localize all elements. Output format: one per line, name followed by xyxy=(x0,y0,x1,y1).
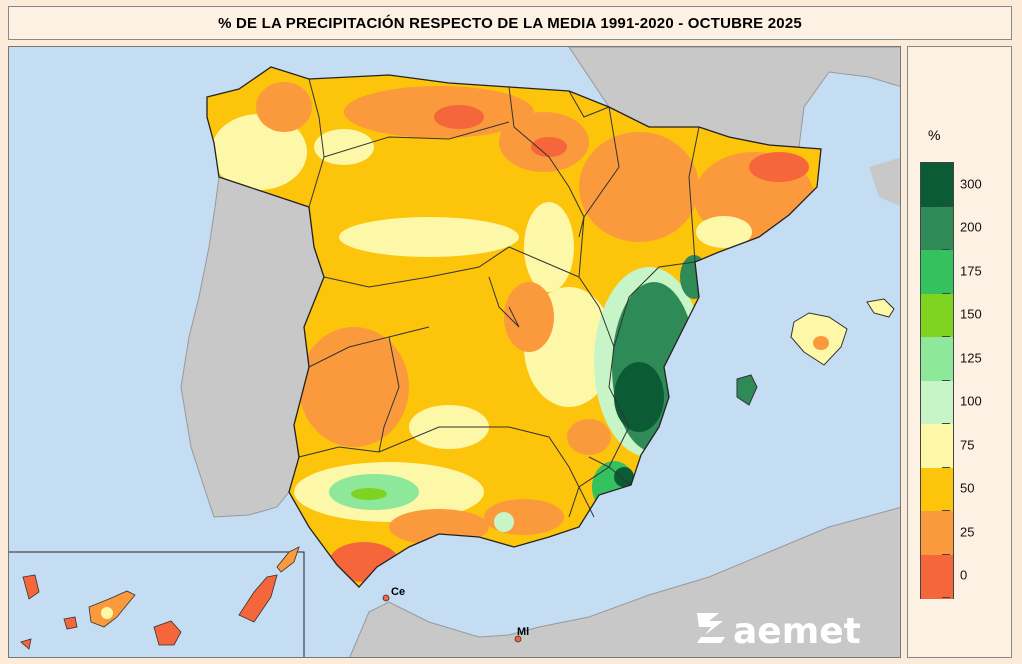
legend-label: 125 xyxy=(960,350,982,366)
legend-label: 200 xyxy=(960,219,982,235)
legend-swatch xyxy=(921,424,953,468)
zone-extremadura xyxy=(299,327,409,447)
legend-tick xyxy=(942,249,950,250)
legend-unit: % xyxy=(928,127,941,143)
spain-peninsula-outline xyxy=(206,66,822,588)
map-title-bar: % DE LA PRECIPITACIÓN RESPECTO DE LA MED… xyxy=(8,6,1012,40)
zone-aragon xyxy=(579,132,699,242)
tenerife-light xyxy=(101,607,113,619)
border-murcia-andalucia xyxy=(578,486,595,518)
border-catalonia xyxy=(688,126,700,263)
border-murcia xyxy=(588,456,632,486)
menorca xyxy=(866,298,895,318)
border-pais-vasco xyxy=(568,90,610,118)
legend-tick xyxy=(942,553,950,555)
zone-albacete xyxy=(567,419,611,455)
legend-swatch xyxy=(921,163,953,207)
la-palma xyxy=(22,574,40,600)
region-borders xyxy=(298,78,700,518)
legend-tick xyxy=(942,336,950,337)
zone-madrid-orange xyxy=(504,282,554,352)
ceuta-label: Ce xyxy=(391,586,405,598)
border-andalucia-north xyxy=(378,426,580,488)
legend-panel: % 300 200 175 150 125 100 75 50 25 0 xyxy=(907,46,1012,658)
legend-tick xyxy=(942,292,950,294)
legend-label: 175 xyxy=(960,263,982,279)
border-asturias-leon xyxy=(323,121,510,158)
legend-swatch xyxy=(921,467,953,512)
zone-leon xyxy=(314,129,374,165)
tenerife xyxy=(88,590,136,628)
legend-swatch xyxy=(921,250,953,294)
zone-valencia-300 xyxy=(614,362,664,432)
ceuta-marker xyxy=(382,594,390,602)
zone-alicante-dark xyxy=(614,467,634,487)
canary-inset-border xyxy=(9,551,305,657)
legend-swatch xyxy=(921,511,953,555)
zone-cantabria-red xyxy=(434,105,484,129)
legend-swatch xyxy=(921,206,953,251)
zone-catalonia-light xyxy=(696,216,752,248)
legend-tick xyxy=(942,205,950,207)
zone-granada-light xyxy=(494,512,514,532)
border-madrid xyxy=(488,276,520,328)
aemet-logo-icon xyxy=(697,613,725,643)
legend-label: 0 xyxy=(960,567,968,583)
map-svg: Ce Ml aemet xyxy=(9,47,900,657)
legend-swatch xyxy=(921,337,953,381)
zone-iberico xyxy=(524,202,574,292)
border-extremadura-east xyxy=(378,336,400,453)
gran-canaria xyxy=(153,620,182,646)
border-huelva xyxy=(298,446,380,458)
la-gomera xyxy=(63,616,78,630)
zone-duero xyxy=(339,217,519,257)
border-navarra xyxy=(508,86,585,218)
zone-galicia-north xyxy=(256,82,312,132)
border-galicia xyxy=(308,78,325,208)
zone-navarra-red xyxy=(531,137,567,157)
legend-swatch xyxy=(921,380,953,425)
border-extremadura-north xyxy=(308,326,430,368)
lanzarote xyxy=(276,546,300,573)
legend-label: 100 xyxy=(960,393,982,409)
zone-galicia-low xyxy=(211,114,307,190)
legend-swatch xyxy=(921,554,953,599)
mallorca-orange xyxy=(813,336,829,350)
sardinia-land xyxy=(869,157,900,207)
el-hierro xyxy=(20,638,32,650)
legend-tick xyxy=(942,466,950,468)
map-title: % DE LA PRECIPITACIÓN RESPECTO DE LA MED… xyxy=(218,14,802,32)
zone-catalonia-red xyxy=(749,152,809,182)
legend-tick xyxy=(942,379,950,381)
legend-label: 75 xyxy=(960,437,975,453)
precipitation-map: Ce Ml aemet xyxy=(8,46,901,658)
legend-tick xyxy=(942,597,950,598)
ibiza xyxy=(736,374,758,406)
legend-tick xyxy=(942,423,950,424)
north-africa-land xyxy=(349,507,900,657)
legend-label: 300 xyxy=(960,176,982,192)
legend-label: 50 xyxy=(960,480,975,496)
legend-swatch xyxy=(921,293,953,338)
melilla-label: Ml xyxy=(517,626,529,638)
legend-color-bar xyxy=(920,162,954,599)
zone-sevilla-150 xyxy=(351,488,387,500)
fuerteventura xyxy=(238,574,278,623)
melilla-marker xyxy=(514,635,522,643)
aemet-logo-text: aemet xyxy=(733,611,861,652)
border-aragon-navarra xyxy=(578,106,620,238)
border-valencia-cm xyxy=(568,346,630,518)
border-aragon-valencia xyxy=(613,261,696,348)
precipitation-zones xyxy=(211,82,814,582)
border-castilla-leon-south xyxy=(323,246,580,288)
legend-label: 25 xyxy=(960,524,975,540)
aemet-logo: aemet xyxy=(697,611,861,652)
legend-label: 150 xyxy=(960,306,982,322)
legend-tick xyxy=(942,510,950,511)
border-aragon-west xyxy=(578,216,615,348)
